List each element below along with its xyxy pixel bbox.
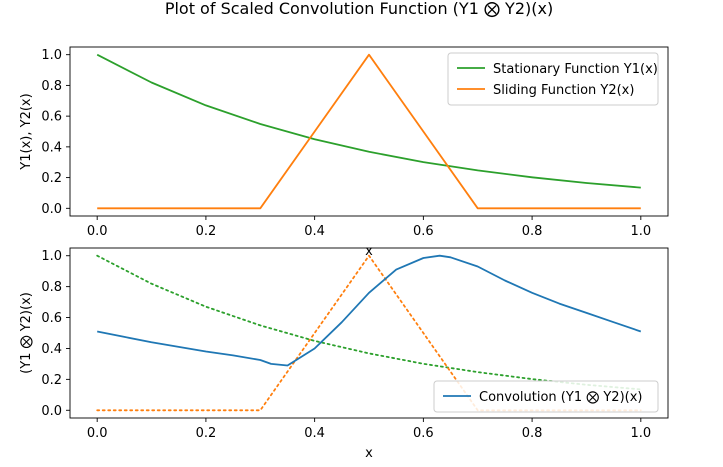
x-tick-label: 1.0: [630, 426, 651, 441]
x-tick-label: 0.4: [304, 224, 325, 239]
y-tick-label: 0.8: [41, 79, 62, 94]
y-tick-label: 0.2: [41, 171, 62, 186]
x-tick-label: 0.8: [522, 224, 543, 239]
axes-frame: [69, 247, 669, 419]
y-tick-label: 0.6: [41, 311, 62, 326]
series-line-0-0: [96, 53, 641, 189]
y-tick-label: 0.6: [41, 110, 62, 125]
legend-entry-label: Sliding Function Y2(x): [493, 83, 634, 98]
x-axis-label: x: [365, 446, 373, 461]
legend-entry-label: Stationary Function Y1(x): [493, 62, 658, 77]
x-tick-label: 0.6: [413, 224, 434, 239]
x-tick-label: 0.2: [196, 224, 217, 239]
x-tick-label: 0.8: [522, 426, 543, 441]
y-axis-label: Y1(x), Y2(x): [19, 93, 34, 170]
chart-title: Plot of Scaled Convolution Function (Y1 …: [165, 0, 553, 18]
x-tick-label: 0.0: [87, 224, 108, 239]
legend-box: [447, 52, 659, 106]
x-tick-label: 1.0: [630, 224, 651, 239]
legend-entry-label: Convolution (Y1 ⨂ Y2)(x): [479, 390, 642, 405]
series-line-1-0: [96, 254, 642, 391]
x-tick-label: 0.6: [413, 426, 434, 441]
series-line-0-1: [97, 53, 641, 210]
series-line-1-2: [97, 254, 642, 367]
y-tick-label: 1.0: [41, 249, 62, 264]
y-tick-label: 0.4: [41, 140, 62, 155]
x-tick-label: 0.4: [304, 426, 325, 441]
y-tick-label: 0.0: [41, 404, 62, 419]
x-axis-label: x: [365, 244, 373, 259]
y-tick-label: 0.8: [41, 280, 62, 295]
y-tick-label: 0.2: [41, 373, 62, 388]
x-tick-label: 0.0: [87, 426, 108, 441]
y-tick-label: 0.0: [41, 202, 62, 217]
axes-frame: [69, 46, 669, 217]
legend-box: [433, 380, 659, 413]
y-tick-label: 0.4: [41, 342, 62, 357]
y-axis-label: (Y1 ⨂ Y2)(x): [19, 292, 34, 374]
top-subplot: 0.0 0.2 0.4 0.6 0.8 1.0 0.0 0.2 0.4 0.6 0.8 1.0 x Y1(…: [19, 46, 669, 259]
bottom-subplot: 0.0 0.2 0.4 0.6 0.8 1.0 0.0 0.2 0.4 0.6 0.8 1.0 x (Y1…: [19, 247, 669, 461]
x-tick-label: 0.2: [196, 426, 217, 441]
y-tick-label: 1.0: [41, 48, 62, 63]
